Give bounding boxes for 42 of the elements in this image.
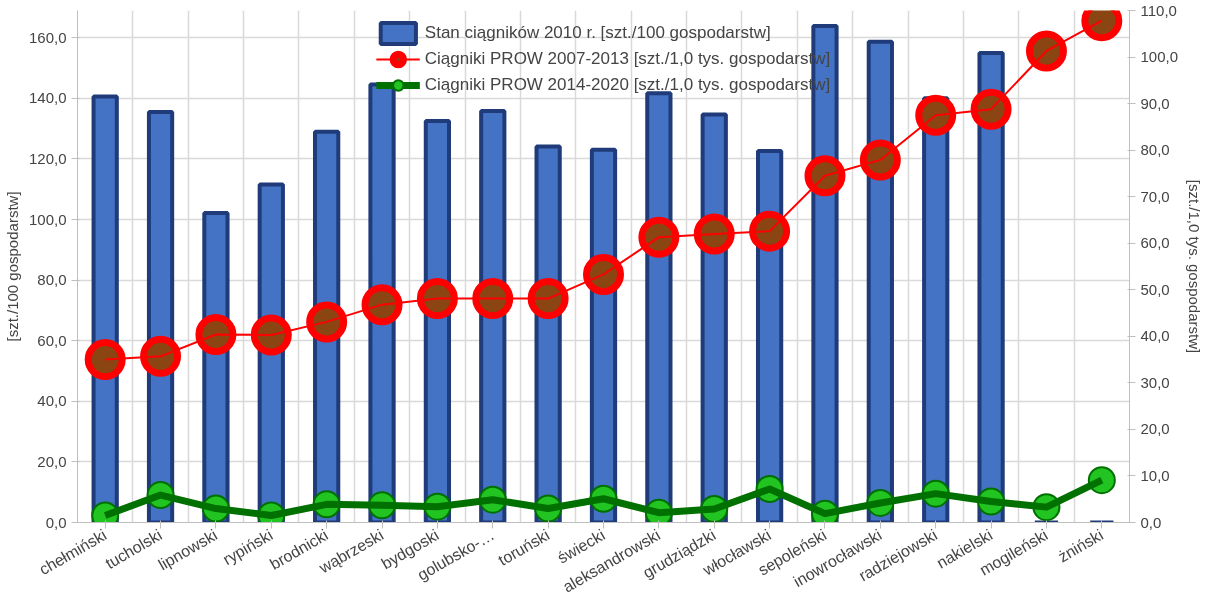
y2-tick-label: 110,0 xyxy=(1140,1,1177,19)
point xyxy=(859,139,901,181)
y-tick-label: 0,0 xyxy=(45,513,67,531)
point xyxy=(970,88,1012,130)
point xyxy=(140,335,182,377)
y2-tick-label: 30,0 xyxy=(1140,373,1170,391)
y2-axis-title: [szt./1,0 tys. gospodarstw] xyxy=(1186,179,1204,354)
y2-tick-label: 100,0 xyxy=(1140,48,1179,66)
y-tick-label: 60,0 xyxy=(37,331,67,349)
y2-tick-label: 10,0 xyxy=(1140,466,1170,484)
point xyxy=(583,253,624,295)
y2-tick-label: 20,0 xyxy=(1140,420,1170,438)
point xyxy=(638,216,680,258)
legend-label: Stan ciągników 2010 r. [szt./100 gospodarstw] xyxy=(424,22,771,44)
y2-tick-label: 90,0 xyxy=(1140,94,1170,112)
point xyxy=(915,94,957,136)
y-tick-label: 80,0 xyxy=(37,271,67,289)
y-axis-title: [szt./100 gospodarstw] xyxy=(3,191,21,342)
point xyxy=(361,284,403,326)
y2-tick-label: 60,0 xyxy=(1140,234,1170,252)
y2-tick-label: 80,0 xyxy=(1140,141,1170,159)
point xyxy=(693,213,735,255)
point xyxy=(306,301,348,343)
point xyxy=(804,155,846,197)
point xyxy=(527,278,569,320)
y-tick-label: 100,0 xyxy=(28,210,67,228)
y-tick-label: 140,0 xyxy=(28,89,67,107)
point xyxy=(472,278,514,320)
y2-tick-label: 70,0 xyxy=(1140,187,1170,205)
point xyxy=(749,210,791,252)
point xyxy=(195,313,237,355)
y2-tick-label: 0,0 xyxy=(1140,513,1162,531)
point xyxy=(416,278,458,320)
y-tick-label: 120,0 xyxy=(28,149,67,167)
y-tick-label: 160,0 xyxy=(28,28,67,46)
y-tick-label: 20,0 xyxy=(37,452,67,470)
y-tick-label: 40,0 xyxy=(37,392,67,410)
y2-tick-label: 50,0 xyxy=(1140,280,1170,298)
point xyxy=(84,339,126,381)
point xyxy=(250,314,292,356)
y2-tick-label: 40,0 xyxy=(1140,327,1170,345)
point xyxy=(1025,30,1067,72)
